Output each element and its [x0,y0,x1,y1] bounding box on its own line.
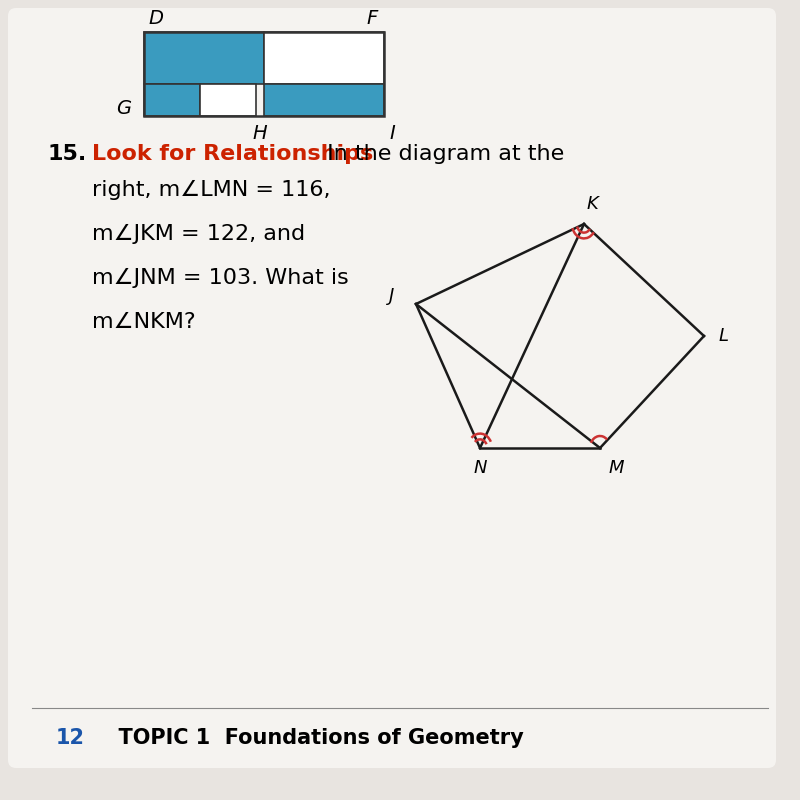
Bar [264,32,384,84]
Text: F: F [366,9,378,28]
Text: H: H [253,124,267,143]
FancyBboxPatch shape [8,8,776,768]
Bar [144,84,200,116]
Text: m∠JKM = 122, and: m∠JKM = 122, and [92,224,305,244]
Bar [200,84,256,116]
Bar [264,84,384,116]
Bar [144,32,384,116]
Text: Look for Relationships: Look for Relationships [92,144,374,164]
Text: right, m∠LMN = 116,: right, m∠LMN = 116, [92,180,330,200]
Text: G: G [117,98,131,118]
Text: 12: 12 [56,728,85,748]
Text: M: M [608,459,624,477]
Text: In the diagram at the: In the diagram at the [320,144,564,164]
Text: N: N [474,459,486,477]
Text: K: K [586,195,598,213]
Bar [144,32,264,84]
Text: I: I [389,124,395,143]
Text: m∠NKM?: m∠NKM? [92,312,196,332]
Text: 15.: 15. [48,144,87,164]
Text: m∠JNM = 103. What is: m∠JNM = 103. What is [92,268,349,288]
Text: L: L [719,327,729,345]
Text: TOPIC 1  Foundations of Geometry: TOPIC 1 Foundations of Geometry [104,728,524,748]
Text: J: J [390,287,394,305]
Text: D: D [149,9,163,28]
